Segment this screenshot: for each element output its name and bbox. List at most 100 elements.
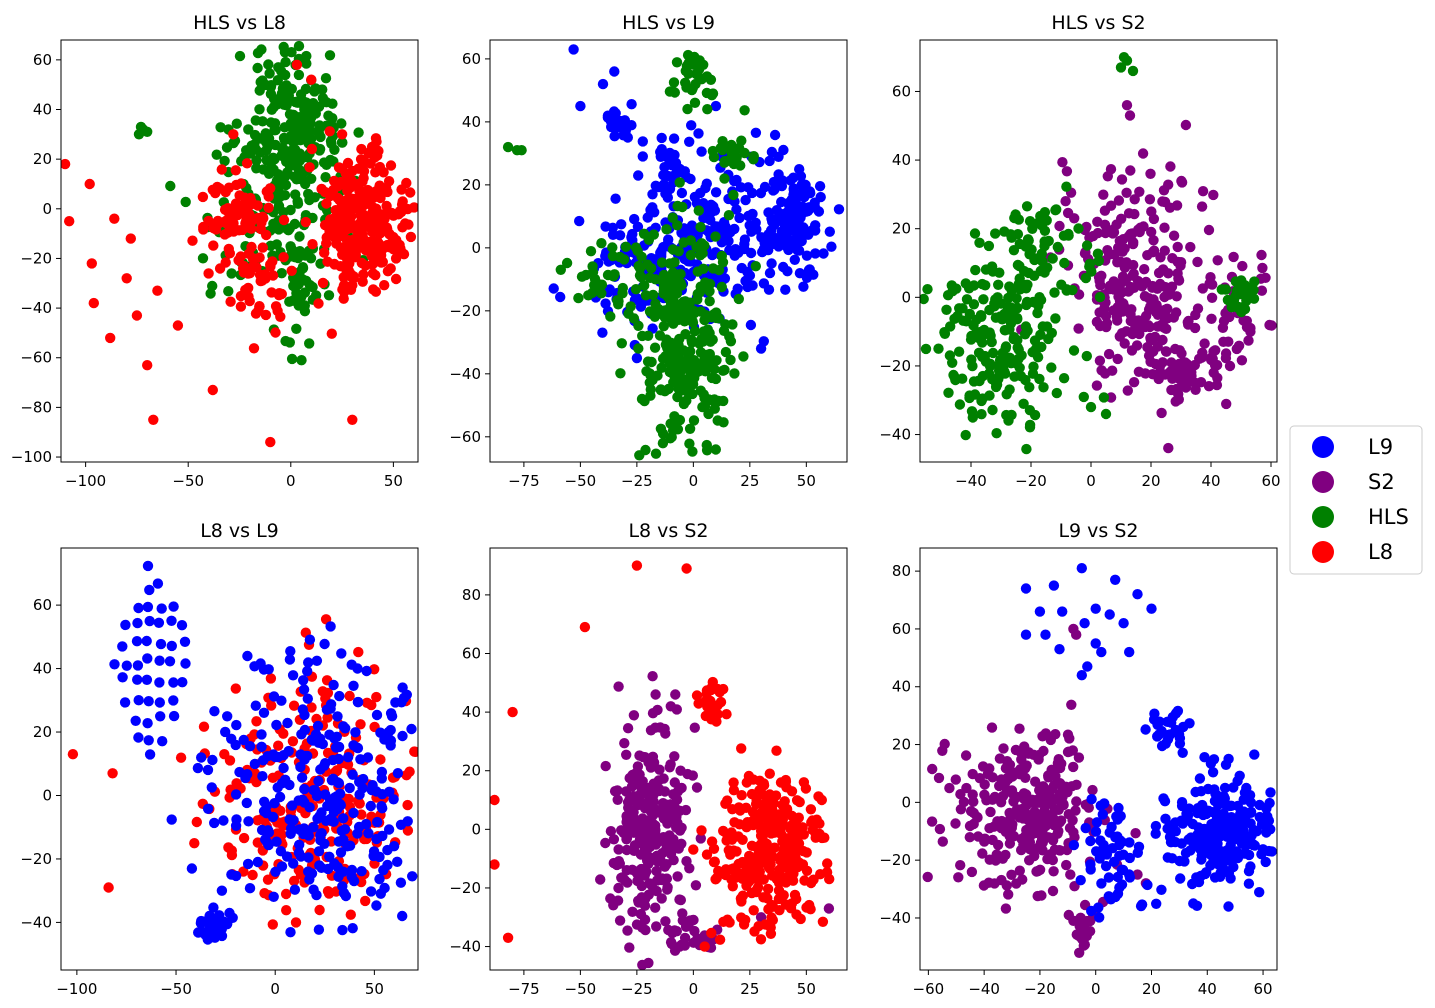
point	[1168, 230, 1180, 241]
point	[1090, 638, 1101, 649]
point	[659, 723, 670, 735]
point	[1014, 723, 1025, 734]
y-tick-label: 60	[462, 50, 481, 68]
point	[273, 200, 285, 212]
point	[1081, 930, 1093, 942]
point	[320, 172, 331, 183]
point	[684, 136, 695, 147]
point	[663, 234, 674, 245]
legend-marker-s2	[1312, 471, 1334, 493]
point	[1185, 241, 1196, 253]
point	[86, 258, 98, 269]
point	[1241, 295, 1252, 306]
point	[669, 370, 680, 382]
point	[960, 750, 972, 761]
point	[1236, 275, 1247, 286]
point	[1156, 319, 1168, 330]
point	[693, 360, 704, 371]
point	[736, 790, 747, 801]
point	[1103, 872, 1115, 883]
point	[656, 132, 667, 144]
point	[967, 768, 978, 780]
point	[1126, 345, 1138, 356]
point	[61, 158, 71, 170]
point	[636, 821, 648, 833]
point	[198, 721, 210, 732]
y-tick-label: 20	[462, 176, 481, 194]
point	[730, 872, 741, 883]
point	[268, 691, 280, 702]
point	[365, 800, 376, 812]
point	[383, 726, 394, 738]
point	[313, 924, 325, 935]
point	[608, 900, 619, 911]
point	[1243, 849, 1255, 861]
point	[291, 323, 302, 334]
point	[1048, 820, 1060, 831]
legend-marker-hls	[1312, 506, 1334, 528]
point	[739, 147, 750, 159]
point	[315, 835, 326, 846]
point	[720, 346, 732, 358]
point	[680, 357, 692, 368]
point	[166, 640, 177, 652]
point	[548, 283, 559, 294]
point	[1012, 312, 1023, 324]
point	[791, 795, 803, 806]
point	[1057, 157, 1068, 168]
point	[1100, 860, 1112, 872]
point	[1159, 196, 1171, 208]
point	[368, 205, 379, 216]
point	[226, 733, 237, 744]
point	[284, 337, 295, 348]
point	[687, 446, 698, 457]
point	[968, 376, 980, 387]
point	[750, 261, 761, 272]
point	[276, 778, 288, 789]
point	[324, 851, 335, 862]
point	[294, 231, 305, 242]
series-l8	[61, 59, 418, 448]
point	[698, 59, 709, 70]
axes-frame	[60, 39, 419, 463]
point	[219, 155, 230, 167]
point	[742, 817, 753, 828]
point	[676, 166, 687, 178]
point	[667, 838, 679, 850]
point	[109, 659, 120, 670]
point	[1050, 205, 1061, 216]
point	[729, 817, 740, 828]
point	[295, 89, 307, 100]
point	[191, 816, 202, 828]
point	[1188, 838, 1200, 849]
point	[1159, 311, 1170, 322]
point	[642, 356, 654, 367]
point	[555, 291, 566, 303]
point	[1017, 767, 1028, 778]
point	[266, 104, 277, 115]
point	[1212, 255, 1223, 266]
point	[664, 762, 675, 773]
point	[164, 656, 176, 667]
point	[1021, 443, 1032, 455]
point	[1235, 288, 1246, 300]
point	[574, 215, 585, 227]
point	[1068, 345, 1080, 356]
point	[354, 776, 365, 788]
point	[690, 880, 702, 891]
point	[1080, 272, 1092, 284]
point	[1182, 317, 1194, 328]
point	[319, 638, 330, 650]
point	[669, 289, 680, 300]
point	[624, 942, 635, 953]
point	[231, 179, 242, 191]
point	[1098, 392, 1110, 403]
point	[302, 666, 313, 677]
point	[643, 757, 654, 768]
point	[264, 68, 275, 79]
point	[1156, 884, 1167, 895]
point	[942, 290, 954, 301]
point	[230, 165, 241, 176]
point	[637, 922, 648, 933]
